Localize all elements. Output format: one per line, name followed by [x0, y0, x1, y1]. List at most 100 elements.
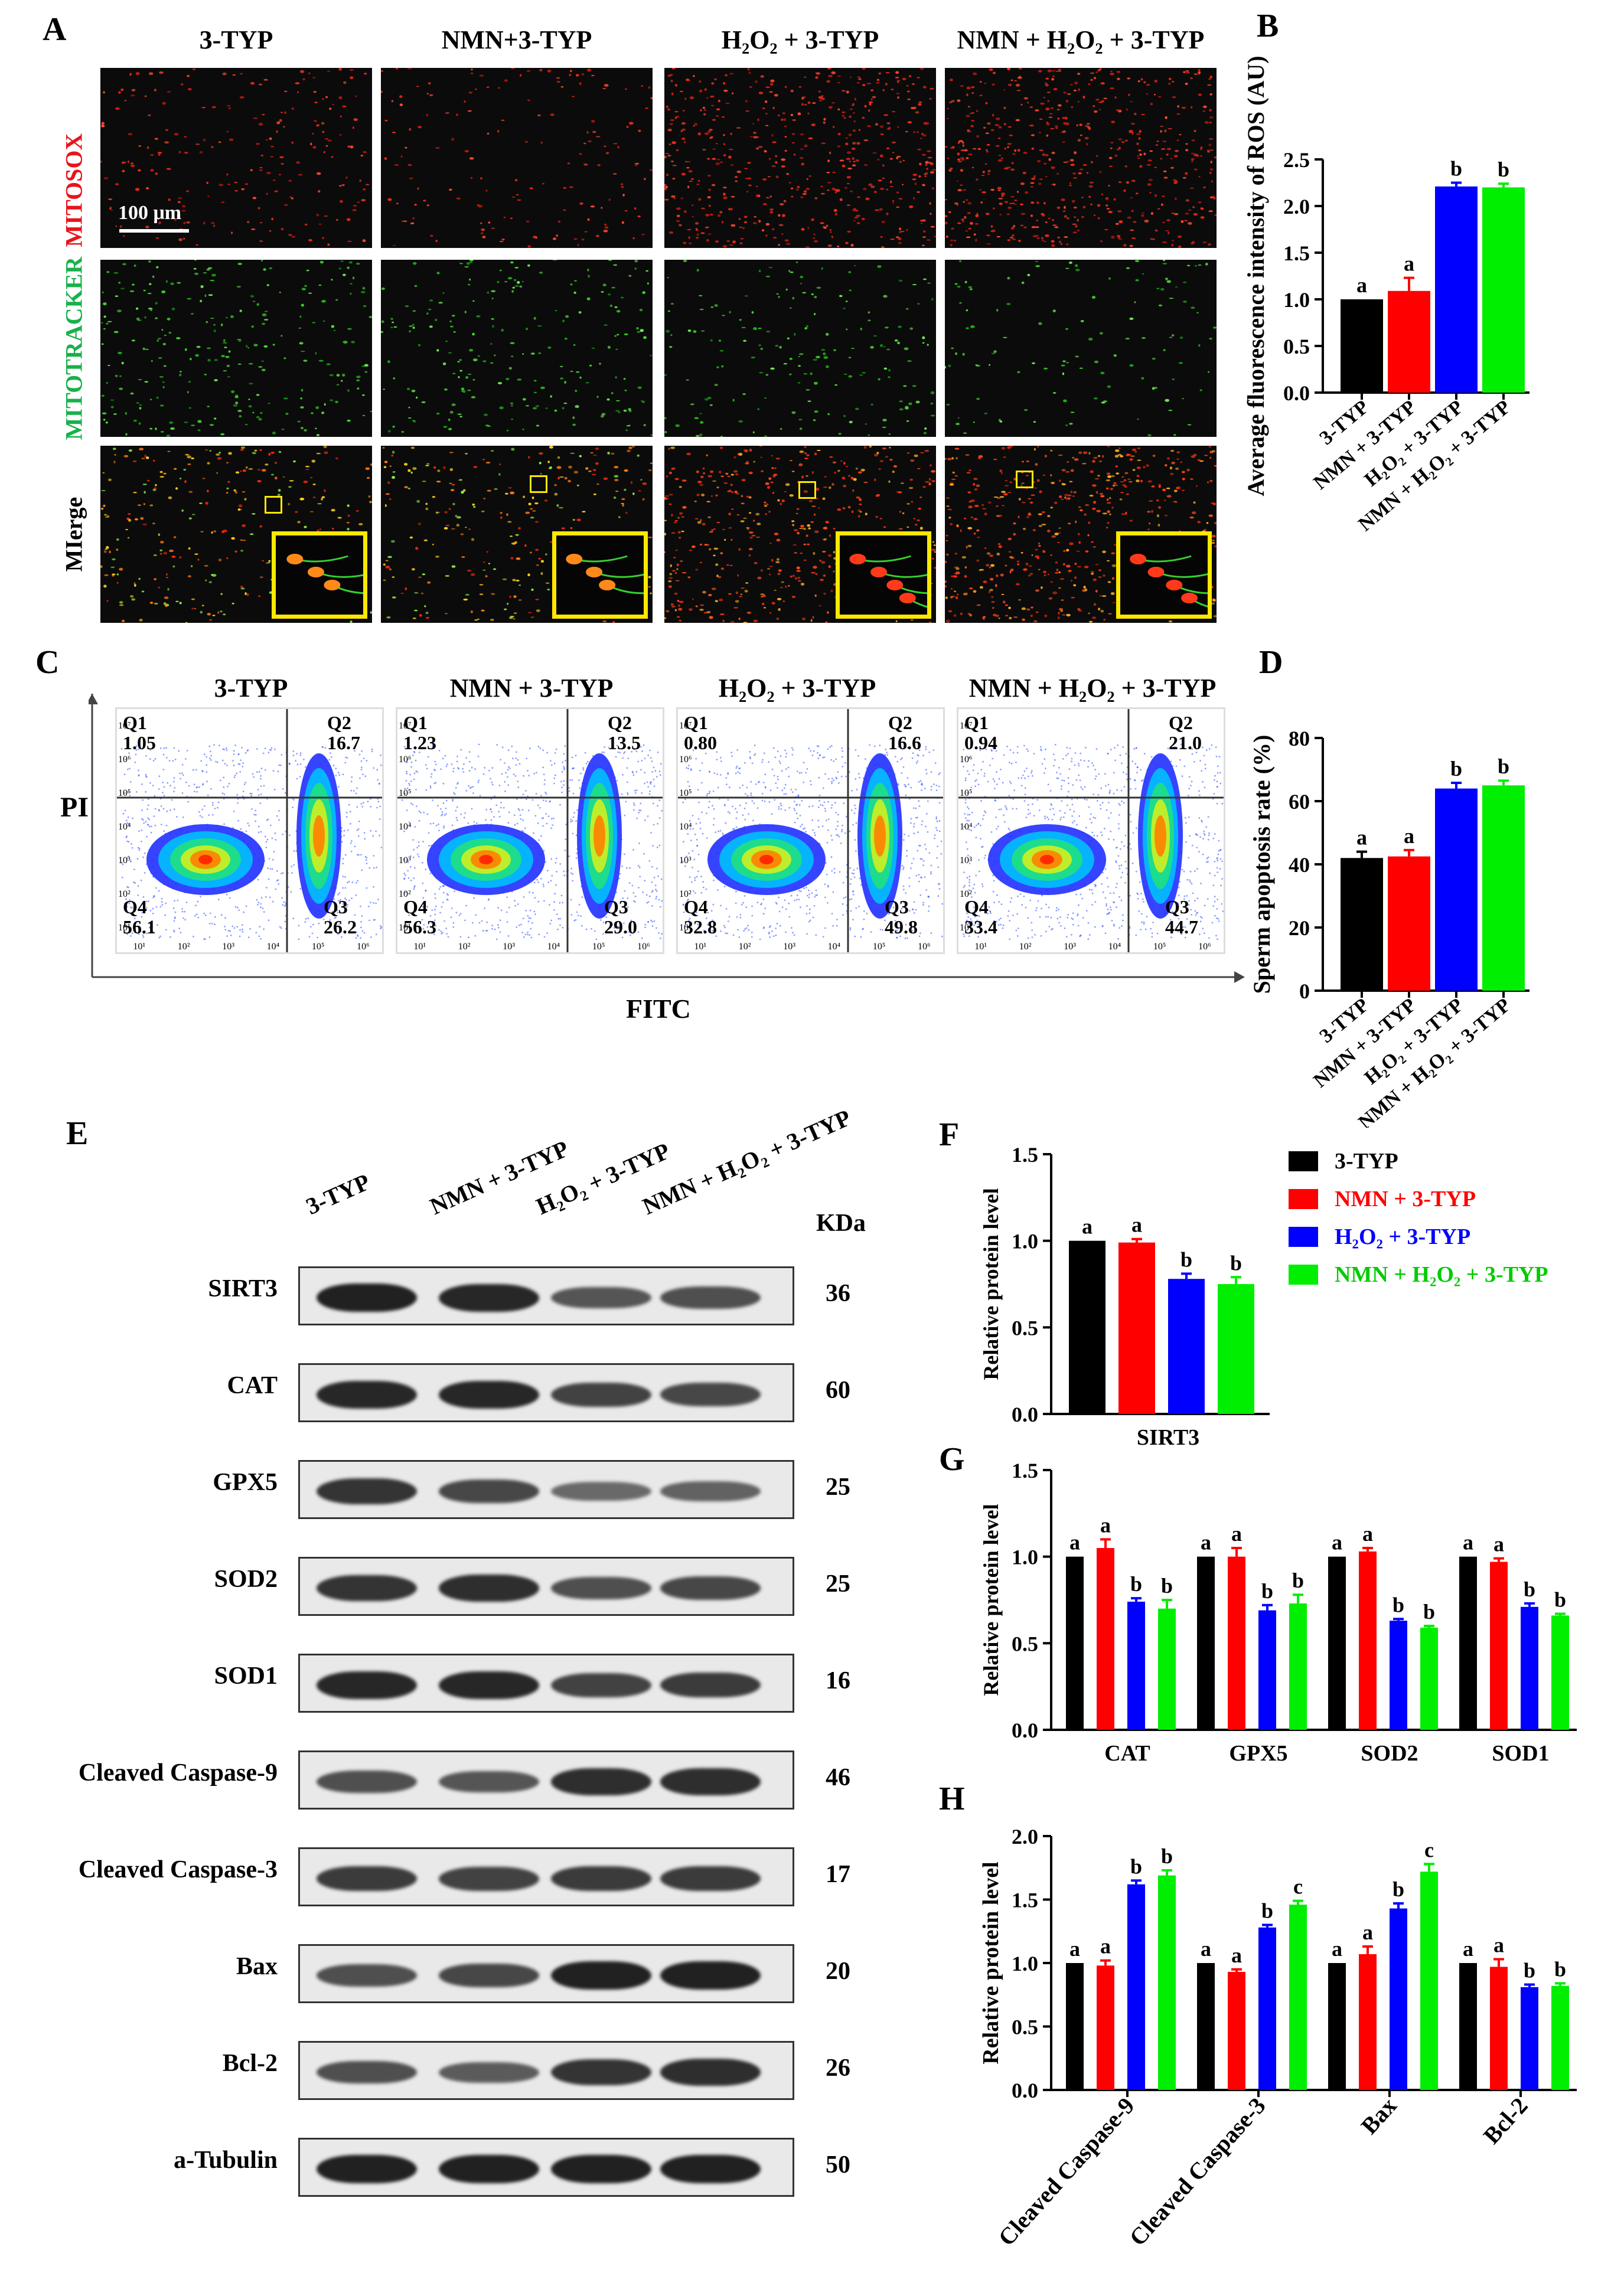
protein-label: Cleaved Caspase-3	[78, 1856, 278, 1883]
flow-y-tick: 10⁷	[399, 720, 412, 731]
flow-y-tick: 10⁶	[960, 754, 973, 765]
bar	[1551, 1985, 1569, 2090]
y-tick-label: 0.5	[1012, 1632, 1038, 1655]
y-tick-label: 0.0	[1283, 381, 1310, 405]
y-axis-label: Relative protein level	[979, 1188, 1003, 1380]
x-tick-label: Cleaved Caspase-9	[993, 2092, 1139, 2251]
flow-x-tick: 10⁴	[827, 942, 841, 952]
flow-y-tick: 10²	[118, 889, 131, 900]
bar	[1118, 1242, 1155, 1414]
panel-label-c: C	[35, 644, 60, 681]
significance-letter: a	[1100, 1935, 1111, 1958]
quadrant-value: 16.6	[888, 732, 921, 753]
quadrant-value: 44.7	[1165, 916, 1198, 938]
micrograph-dots	[664, 68, 936, 248]
bar	[1289, 1603, 1307, 1730]
blot-row-gpx5	[298, 1460, 794, 1519]
flow-x-tick: 10¹	[974, 942, 987, 952]
flow-y-tick: 10⁷	[679, 720, 692, 731]
legend-item-1: 3-TYP	[1289, 1142, 1548, 1180]
y-axis-label: Relative protein level	[979, 1861, 1003, 2064]
y-tick-label: 1.5	[1283, 241, 1310, 265]
legend-label: NMN + H₂O₂ + 3-TYP	[1335, 1262, 1548, 1287]
significance-letter: b	[1554, 1957, 1566, 1981]
bar	[1482, 785, 1525, 991]
protein-label: Cleaved Caspase-9	[78, 1759, 278, 1786]
flow-y-ticks: 10⁷ 10⁶ 10⁵ 10⁴ 10³ 10² 10¹	[399, 709, 412, 945]
legend-swatch	[1289, 1151, 1318, 1171]
flow-y-ticks: 10⁷ 10⁶ 10⁵ 10⁴ 10³ 10² 10¹	[679, 709, 692, 945]
bar	[1168, 1279, 1205, 1414]
blot-band	[660, 1768, 761, 1795]
significance-letter: a	[1069, 1937, 1080, 1961]
x-tick-label: Cleaved Caspase-3	[1124, 2092, 1270, 2251]
blot-band	[317, 2154, 417, 2184]
blot-band	[551, 1673, 651, 1697]
blot-band	[660, 1481, 761, 1501]
blot-band	[660, 1576, 761, 1600]
flow-x-tick: 10¹	[133, 942, 146, 952]
significance-letter: b	[1498, 755, 1509, 778]
significance-letter: a	[1332, 1531, 1342, 1554]
zoom-inset-3	[836, 531, 961, 619]
panel-label-h: H	[939, 1781, 965, 1817]
blot-row-sirt3	[298, 1266, 794, 1325]
y-tick-label: 2.5	[1283, 148, 1310, 172]
protein-label: SOD1	[214, 1663, 278, 1690]
zoom-inset-content	[566, 554, 661, 595]
significance-letter: a	[1201, 1937, 1211, 1961]
bar	[1521, 1987, 1538, 2090]
flow-x-ticks: 10¹ 10² 10³ 10⁴ 10⁵ 10⁶	[117, 942, 382, 952]
quadrant-value: 49.8	[885, 916, 918, 938]
quadrant-name: Q1	[684, 712, 708, 733]
quadrant-q2: Q2 16.6	[888, 713, 921, 753]
bar	[1228, 1556, 1245, 1730]
quadrant-q1: Q1 1.05	[123, 713, 156, 753]
micrograph-dots	[945, 446, 1217, 623]
zoom-inset-content	[1130, 554, 1243, 611]
bar	[1551, 1615, 1569, 1730]
panel-label-b: B	[1257, 8, 1279, 44]
significance-letter: a	[1404, 252, 1414, 276]
flow-density	[117, 709, 382, 952]
density-ring	[198, 855, 213, 864]
blot-row-a-tubulin	[298, 2138, 794, 2197]
flow-y-tick: 10¹	[118, 923, 131, 933]
flow-x-ticks: 10¹ 10² 10³ 10⁴ 10⁵ 10⁶	[958, 942, 1224, 952]
flow-x-tick: 10⁴	[266, 942, 280, 952]
bar	[1158, 1608, 1176, 1730]
density-ring	[1040, 855, 1054, 864]
panel-label-f: F	[939, 1116, 960, 1153]
flow-y-tick: 10⁶	[118, 754, 131, 765]
blot-band	[317, 2061, 417, 2083]
flow-x-tick: 10¹	[413, 942, 426, 952]
quadrant-value: 26.2	[324, 916, 357, 938]
micrograph-dots	[100, 68, 370, 246]
protein-label: SOD2	[214, 1566, 278, 1593]
blot-band	[551, 1866, 651, 1892]
flow-density	[678, 709, 943, 952]
bar	[1289, 1905, 1307, 2090]
significance-letter: b	[1130, 1854, 1142, 1878]
significance-letter: b	[1450, 757, 1462, 780]
quadrant-value: 33.4	[964, 916, 997, 938]
zoom-region-box	[265, 496, 282, 514]
flow-y-tick: 10³	[118, 855, 131, 866]
blot-band	[439, 2154, 539, 2184]
bar	[1390, 1621, 1407, 1730]
blot-band	[317, 1671, 417, 1699]
quadrant-q4: Q4 56.3	[403, 897, 436, 937]
quadrant-q3: Q3 26.2	[324, 897, 357, 937]
kda-value: 60	[826, 1377, 850, 1404]
flow-x-arrow	[1234, 971, 1245, 983]
panel-label-d: D	[1259, 644, 1283, 681]
protein-label: CAT	[227, 1372, 278, 1399]
quadrant-q4: Q4 56.1	[123, 897, 156, 937]
scale-bar-label: 100 μm	[118, 202, 182, 224]
blot-band	[660, 1286, 761, 1309]
y-tick-label: 0	[1299, 979, 1310, 1003]
y-tick-label: 2.0	[1012, 1825, 1038, 1848]
zoom-region-box	[798, 481, 816, 499]
quadrant-value: 1.05	[123, 732, 156, 753]
